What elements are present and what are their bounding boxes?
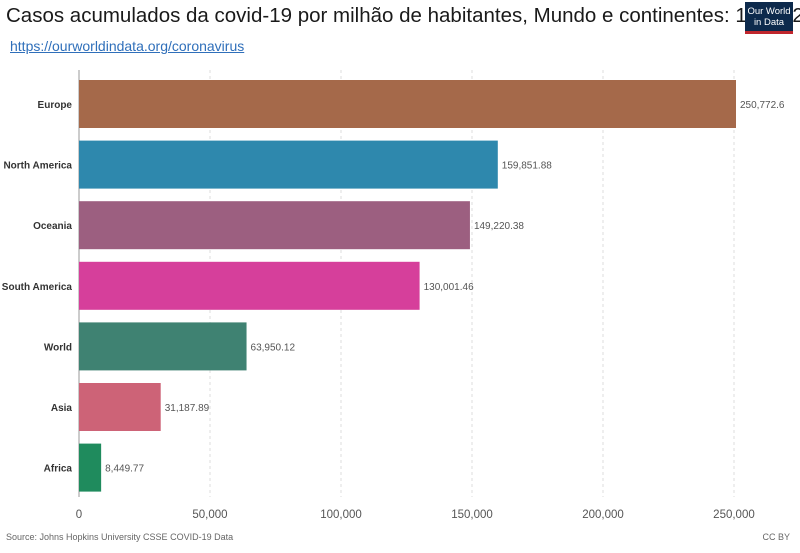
category-label: Europe [38, 100, 73, 111]
value-label: 159,851.88 [502, 161, 552, 172]
license-note[interactable]: CC BY [762, 532, 790, 542]
value-label: 63,950.12 [251, 342, 296, 353]
x-tick-label: 200,000 [582, 509, 624, 521]
category-label: Africa [44, 464, 73, 475]
x-tick-label: 150,000 [451, 509, 493, 521]
x-tick-label: 50,000 [192, 509, 227, 521]
source-link[interactable]: https://ourworldindata.org/coronavirus [10, 38, 245, 54]
bar-south-america [79, 261, 420, 310]
x-tick-label: 250,000 [713, 509, 755, 521]
category-label: Oceania [33, 221, 72, 232]
value-label: 8,449.77 [105, 464, 144, 475]
bar-oceania [79, 201, 470, 250]
x-tick-label: 100,000 [320, 509, 362, 521]
category-label: World [44, 342, 72, 353]
category-label: North America [3, 161, 72, 172]
value-label: 250,772.6 [740, 100, 785, 111]
x-tick-label: 0 [76, 509, 82, 521]
bar-europe [79, 80, 736, 128]
bar-north-america [79, 140, 498, 189]
owid-logo[interactable]: Our World in Data [745, 2, 793, 34]
category-label: South America [2, 282, 73, 293]
bar-world [79, 322, 247, 371]
value-label: 31,187.89 [165, 403, 210, 414]
logo-line-2: in Data [753, 17, 785, 28]
value-label: 149,220.38 [474, 221, 524, 232]
chart-title: Casos acumulados da covid-19 por milhão … [6, 4, 800, 27]
category-label: Asia [51, 403, 73, 414]
source-note: Source: Johns Hopkins University CSSE CO… [6, 532, 234, 542]
bar-asia [79, 383, 161, 431]
bar-africa [79, 443, 102, 492]
value-label: 130,001.46 [424, 282, 474, 293]
logo-line-1: Our World [747, 6, 791, 17]
